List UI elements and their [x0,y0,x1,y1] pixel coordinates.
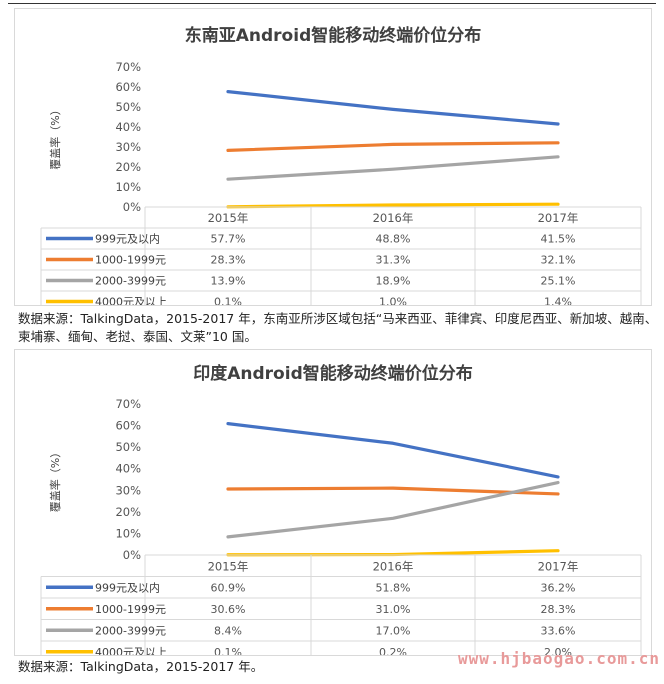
series-line-1 [226,422,560,479]
y-tick-label: 10% [115,180,141,194]
series-line-2 [226,141,560,152]
y-tick-label: 60% [115,419,141,433]
series-line-4 [226,202,560,209]
x-tick-label: 2017年 [538,560,579,574]
series-line-3 [226,155,560,181]
y-tick-label: 40% [115,120,141,134]
data-label: 28.3% [541,603,576,616]
series-line-2 [226,486,560,496]
data-label: 36.2% [541,581,576,594]
data-label: 1.0% [379,296,407,306]
y-tick-label: 70% [115,60,141,74]
data-label: 41.5% [541,233,576,246]
data-label: 25.1% [541,275,576,288]
data-label: 32.1% [541,254,576,267]
data-label: 60.9% [211,581,246,594]
data-label: 51.8% [376,581,411,594]
legend-label: 4000元及以上 [95,646,167,655]
data-label: 0.1% [214,296,242,306]
data-label: 1.4% [544,296,572,306]
source-note-2: 数据来源：TalkingData，2015-2017 年。 [18,659,264,674]
x-tick-label: 2016年 [373,560,414,574]
y-axis-label: 覆盖率（%） [48,104,62,169]
source-note-1: 数据来源：TalkingData，2015-2017 年，东南亚所涉区域包括“马… [18,311,658,344]
legend-label: 4000元及以上 [95,296,167,306]
y-tick-label: 30% [115,483,141,497]
y-tick-label: 60% [115,80,141,94]
legend-label: 999元及以内 [95,232,160,246]
data-label: 28.3% [211,254,246,267]
data-label: 33.6% [541,624,576,637]
x-tick-label: 2015年 [208,211,249,225]
legend-label: 2000-3999元 [95,624,166,637]
x-tick-label: 2017年 [538,211,579,225]
chart-title: 东南亚Android智能移动终端价位分布 [185,25,482,46]
legend-label: 1000-1999元 [95,603,166,616]
y-tick-label: 0% [123,548,141,562]
data-label: 57.7% [211,233,246,246]
y-tick-label: 10% [115,526,141,540]
y-axis-label: 覆盖率（%） [48,447,62,512]
data-label: 31.3% [376,254,411,267]
series-line-1 [226,89,560,126]
y-tick-label: 30% [115,140,141,154]
series-line-4 [226,549,560,557]
y-tick-label: 40% [115,462,141,476]
data-label: 30.6% [211,603,246,616]
data-label: 18.9% [376,275,411,288]
data-label: 13.9% [211,275,246,288]
southeast-asia-chart: 东南亚Android智能移动终端价位分布覆盖率（%） 0% 10% 20% 30% 40%… [14,8,652,306]
top-rule [0,0,664,4]
y-tick-label: 50% [115,100,141,114]
watermark: www.hjbaogao.com.cn [457,649,660,668]
legend-label: 999元及以内 [95,580,160,594]
india-chart: 印度Android智能移动终端价位分布覆盖率（%） 0% 10% 20% 30% 40% 5… [14,349,652,656]
data-label: 48.8% [376,233,411,246]
y-tick-label: 20% [115,160,141,174]
y-tick-label: 0% [123,200,141,214]
data-label: 31.0% [376,603,411,616]
x-tick-label: 2015年 [208,560,249,574]
legend-label: 1000-1999元 [95,254,166,267]
y-tick-label: 70% [115,397,141,411]
series-line-3 [226,480,560,539]
chart-title: 印度Android智能移动终端价位分布 [193,363,473,384]
y-tick-label: 50% [115,440,141,454]
data-label: 8.4% [214,624,242,637]
data-label: 0.1% [214,646,242,655]
data-label: 17.0% [376,624,411,637]
legend-label: 2000-3999元 [95,275,166,288]
x-tick-label: 2016年 [373,211,414,225]
data-label: 2.0% [544,646,572,655]
data-label: 0.2% [379,646,407,655]
y-tick-label: 20% [115,505,141,519]
